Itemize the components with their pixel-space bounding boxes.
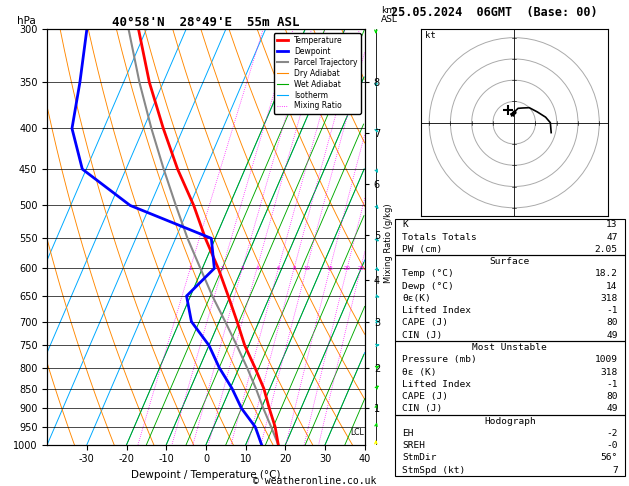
Text: 8: 8: [292, 266, 296, 271]
Text: -1: -1: [606, 380, 618, 389]
Text: 49: 49: [606, 331, 618, 340]
Text: Hodograph: Hodograph: [484, 417, 536, 426]
Text: © weatheronline.co.uk: © weatheronline.co.uk: [253, 476, 376, 486]
Text: 13: 13: [606, 220, 618, 229]
Text: Totals Totals: Totals Totals: [402, 233, 477, 242]
Text: 3: 3: [240, 266, 244, 271]
Text: 4: 4: [255, 266, 259, 271]
Text: kt: kt: [425, 31, 436, 40]
Text: 1009: 1009: [594, 355, 618, 364]
Text: CAPE (J): CAPE (J): [402, 392, 448, 401]
Text: LCL: LCL: [350, 428, 364, 437]
Text: K: K: [402, 220, 408, 229]
Text: -2: -2: [606, 429, 618, 438]
Text: Lifted Index: Lifted Index: [402, 380, 471, 389]
Text: StmDir: StmDir: [402, 453, 437, 462]
Text: StmSpd (kt): StmSpd (kt): [402, 466, 465, 475]
Text: 80: 80: [606, 392, 618, 401]
Text: 18.2: 18.2: [594, 269, 618, 278]
Text: 1: 1: [189, 266, 192, 271]
Text: 15: 15: [326, 266, 333, 271]
Text: -1: -1: [606, 306, 618, 315]
Bar: [395, 256, 625, 341]
Text: PW (cm): PW (cm): [402, 245, 442, 254]
Text: Most Unstable: Most Unstable: [472, 343, 547, 352]
Text: 49: 49: [606, 404, 618, 413]
Text: 14: 14: [606, 282, 618, 291]
Text: SREH: SREH: [402, 441, 425, 450]
Text: 7: 7: [612, 466, 618, 475]
Text: CIN (J): CIN (J): [402, 331, 442, 340]
Text: 25.05.2024  06GMT  (Base: 00): 25.05.2024 06GMT (Base: 00): [391, 5, 598, 18]
Text: 318: 318: [601, 367, 618, 377]
Text: 20: 20: [343, 266, 350, 271]
Text: Pressure (mb): Pressure (mb): [402, 355, 477, 364]
Legend: Temperature, Dewpoint, Parcel Trajectory, Dry Adiabat, Wet Adiabat, Isotherm, Mi: Temperature, Dewpoint, Parcel Trajectory…: [274, 33, 361, 114]
Text: 47: 47: [606, 233, 618, 242]
Text: θε (K): θε (K): [402, 367, 437, 377]
Text: 25: 25: [357, 266, 364, 271]
Text: 56°: 56°: [601, 453, 618, 462]
Text: CAPE (J): CAPE (J): [402, 318, 448, 328]
Bar: [395, 341, 625, 415]
Text: 80: 80: [606, 318, 618, 328]
Title: 40°58'N  28°49'E  55m ASL: 40°58'N 28°49'E 55m ASL: [112, 16, 300, 29]
Text: 2.05: 2.05: [594, 245, 618, 254]
Text: Mixing Ratio (g/kg): Mixing Ratio (g/kg): [384, 203, 393, 283]
Text: Lifted Index: Lifted Index: [402, 306, 471, 315]
Text: 2: 2: [221, 266, 224, 271]
Text: Surface: Surface: [490, 257, 530, 266]
Text: -0: -0: [606, 441, 618, 450]
Text: 318: 318: [601, 294, 618, 303]
Text: EH: EH: [402, 429, 413, 438]
Text: Temp (°C): Temp (°C): [402, 269, 454, 278]
Text: θε(K): θε(K): [402, 294, 431, 303]
Text: 10: 10: [303, 266, 310, 271]
Bar: [395, 415, 625, 476]
Text: 6: 6: [277, 266, 280, 271]
Text: hPa: hPa: [17, 16, 36, 26]
Text: Dewp (°C): Dewp (°C): [402, 282, 454, 291]
Bar: [395, 219, 625, 256]
X-axis label: Dewpoint / Temperature (°C): Dewpoint / Temperature (°C): [131, 470, 281, 480]
Text: CIN (J): CIN (J): [402, 404, 442, 413]
Text: km
ASL: km ASL: [381, 6, 398, 24]
